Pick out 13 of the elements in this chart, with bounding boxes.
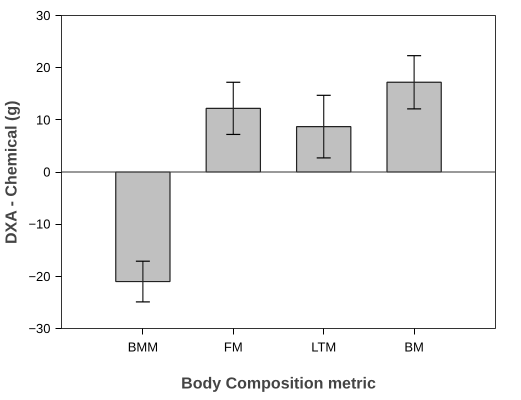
x-tick-label: BMM [128,340,158,354]
y-axis-title: DXA - Chemical (g) [3,100,20,244]
y-tick-label: −20 [28,268,51,284]
y-tick-label: −10 [28,216,51,232]
x-axis-title: Body Composition metric [181,376,376,392]
x-tick-label: BM [404,340,424,354]
y-tick-label: −30 [28,321,51,336]
x-tick-label: FM [224,340,243,354]
y-tick-label: 20 [36,60,51,76]
y-tick-label: 10 [36,112,51,128]
y-tick-label: 30 [36,8,51,23]
x-tick-label: LTM [311,340,336,354]
y-tick-label: 0 [43,164,51,180]
